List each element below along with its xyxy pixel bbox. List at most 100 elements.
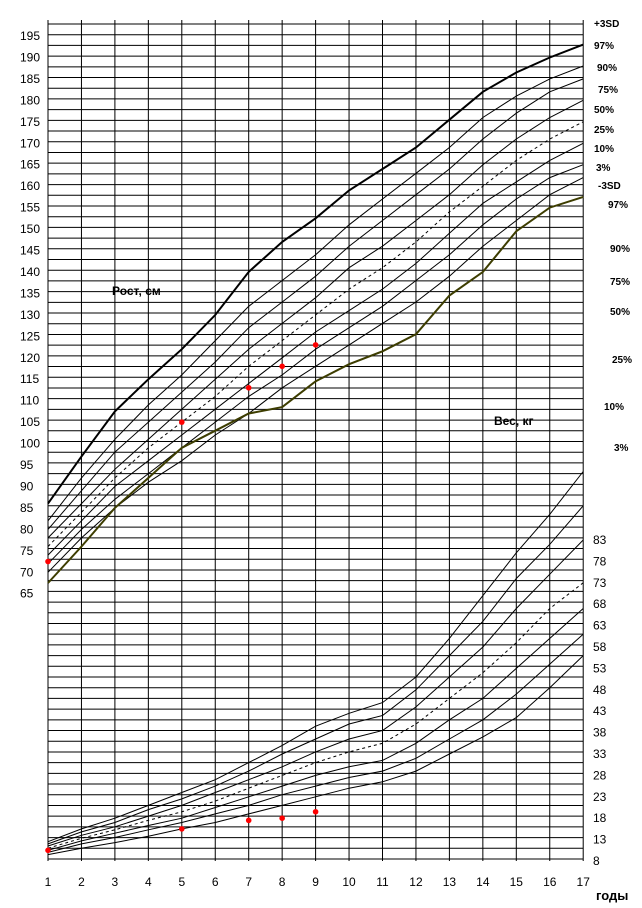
weight-curve-5 [47, 633, 584, 853]
weight-tick-label: 53 [593, 661, 607, 675]
height-tick-label: 150 [20, 222, 40, 236]
height-curve-6 [47, 164, 584, 565]
height-tick-label: 165 [20, 158, 40, 172]
height-tick-label: 125 [20, 329, 40, 343]
height-point-2 [245, 384, 252, 391]
weight-percentile-label: 90% [610, 244, 630, 255]
x-tick-label: 3 [112, 875, 119, 889]
x-tick-label: 12 [409, 875, 423, 889]
height-tick-label: 175 [20, 115, 40, 129]
weight-curve-2 [47, 539, 584, 847]
weight-curve-6 [47, 655, 584, 856]
height-tick-label: 80 [20, 522, 34, 536]
weight-tick-label: 28 [593, 768, 607, 782]
weight-curve-1 [47, 505, 584, 845]
height-tick-label: 195 [20, 29, 40, 43]
height-percentile-label: 97% [594, 41, 614, 52]
height-tick-label: 105 [20, 415, 40, 429]
height-curve-1 [47, 65, 584, 522]
grid [47, 20, 584, 861]
x-tick-label: 4 [145, 875, 152, 889]
x-tick-label: 16 [543, 875, 557, 889]
x-axis-label: годы [596, 888, 628, 903]
x-tick-label: 14 [476, 875, 490, 889]
height-tick-label: 130 [20, 308, 40, 322]
x-tick-label: 2 [78, 875, 85, 889]
weight-tick-label: 83 [593, 533, 607, 547]
weight-tick-label: 73 [593, 576, 607, 590]
weight-curve-3 [47, 582, 584, 849]
weight-percentile-label: 75% [610, 277, 630, 288]
x-tick-label: 9 [312, 875, 319, 889]
height-curve-4 [47, 121, 584, 547]
height-percentile-label: 3% [596, 163, 611, 174]
height-tick-label: 155 [20, 201, 40, 215]
height-tick-label: 95 [20, 458, 34, 472]
labels: 1951901851801751701651601551501451401351… [20, 19, 632, 903]
height-curve-2 [47, 78, 584, 530]
weight-tick-label: 13 [593, 833, 607, 847]
weight-curve-0 [47, 471, 584, 843]
height-curve-5 [47, 142, 584, 556]
height-point-4 [312, 342, 319, 348]
x-tick-label: 11 [376, 875, 389, 889]
weight-percentile-label: 97% [608, 200, 628, 211]
height-curve-0 [47, 43, 584, 505]
height-point-3 [279, 363, 285, 370]
height-tick-label: 190 [20, 50, 40, 64]
weight-percentile-label: 10% [604, 402, 624, 413]
x-tick-label: 15 [510, 875, 524, 889]
height-percentile-label: -3SD [598, 181, 621, 192]
height-percentile-label: +3SD [594, 19, 619, 30]
x-tick-label: 13 [443, 875, 457, 889]
weight-tick-label: 68 [593, 597, 607, 611]
height-tick-label: 140 [20, 265, 40, 279]
height-tick-label: 180 [20, 93, 40, 107]
height-tick-label: 65 [20, 587, 34, 601]
weight-point-0 [45, 847, 51, 854]
height-tick-label: 170 [20, 136, 40, 150]
weight-percentile-label: 25% [612, 355, 632, 366]
weight-curve-4 [47, 608, 584, 851]
weight-percentile-label: 50% [610, 307, 630, 318]
weight-tick-label: 58 [593, 640, 607, 654]
weight-point-4 [312, 808, 319, 815]
height-tick-label: 75 [20, 544, 34, 558]
height-title: Рост, см [112, 284, 161, 298]
weight-tick-label: 33 [593, 747, 607, 761]
height-percentile-label: 90% [597, 63, 617, 74]
weight-tick-label: 63 [593, 619, 607, 633]
height-tick-label: 85 [20, 501, 34, 515]
height-tick-label: 100 [20, 437, 40, 451]
weight-title: Вес, кг [494, 414, 534, 428]
height-tick-label: 185 [20, 72, 40, 86]
weight-tick-label: 23 [593, 790, 607, 804]
height-percentile-label: 10% [594, 144, 614, 155]
height-tick-label: 160 [20, 179, 40, 193]
weight-tick-label: 18 [593, 811, 607, 825]
height-tick-label: 70 [20, 565, 34, 579]
weight-tick-label: 8 [593, 854, 600, 868]
height-tick-label: 135 [20, 286, 40, 300]
x-tick-label: 17 [577, 875, 591, 889]
x-tick-label: 10 [342, 875, 356, 889]
height-curve-8 [47, 195, 584, 584]
weight-tick-label: 38 [593, 726, 607, 740]
height-tick-label: 145 [20, 244, 40, 258]
x-tick-label: 1 [45, 875, 52, 889]
height-curve-3 [47, 99, 584, 539]
curves [47, 43, 584, 856]
weight-tick-label: 43 [593, 704, 607, 718]
data-points [45, 342, 319, 854]
height-point-0 [45, 558, 51, 565]
height-percentile-label: 25% [594, 125, 614, 136]
x-tick-label: 8 [279, 875, 286, 889]
weight-percentile-label: 3% [614, 443, 629, 454]
weight-tick-label: 78 [593, 554, 607, 568]
height-curve-7 [47, 177, 584, 573]
height-point-1 [179, 419, 185, 425]
x-tick-label: 6 [212, 875, 219, 889]
x-tick-label: 5 [178, 875, 185, 889]
weight-point-1 [179, 826, 185, 832]
